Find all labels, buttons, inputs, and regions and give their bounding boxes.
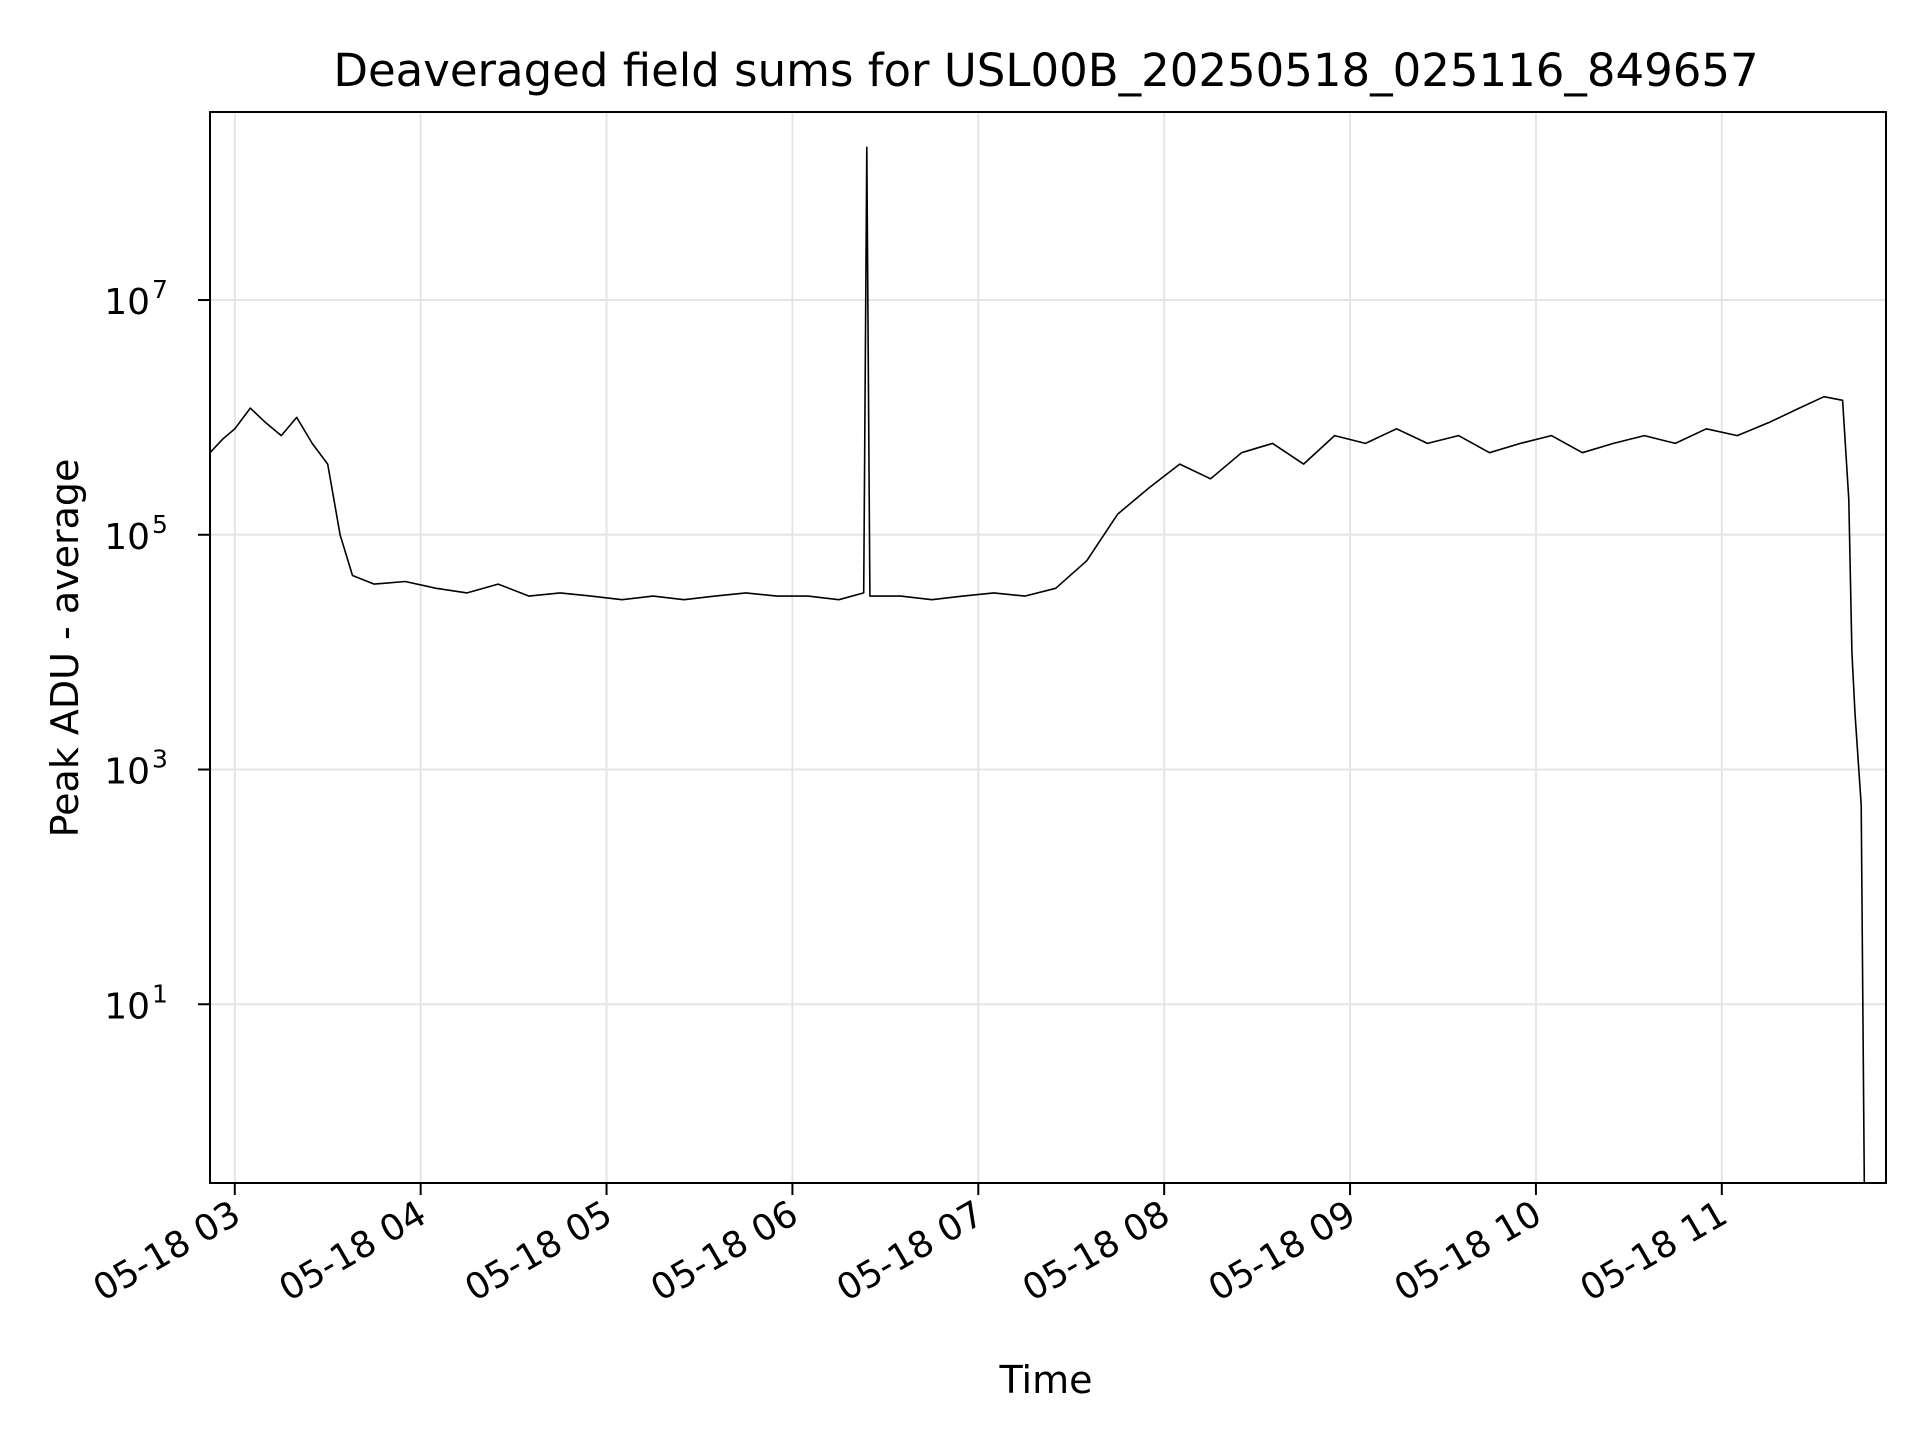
y-tick-label: 10: [104, 517, 150, 558]
series-line: [209, 146, 1866, 1184]
y-tick-exponent: 5: [152, 510, 168, 539]
grid: [210, 112, 1886, 1183]
x-axis-label: Time: [999, 1358, 1093, 1402]
y-tick-exponent: 3: [152, 745, 168, 774]
y-tick-label: 10: [104, 282, 150, 323]
chart-title: Deaveraged field sums for USL00B_2025051…: [333, 44, 1758, 97]
y-axis-label: Peak ADU - average: [43, 459, 87, 838]
y-tick-label: 10: [104, 752, 150, 793]
plot-frame: [209, 111, 1887, 1184]
y-tick-exponent: 7: [152, 275, 168, 304]
y-tick-label: 10: [104, 986, 150, 1027]
data-line: [209, 146, 1866, 1184]
y-tick-exponent: 1: [152, 979, 168, 1008]
